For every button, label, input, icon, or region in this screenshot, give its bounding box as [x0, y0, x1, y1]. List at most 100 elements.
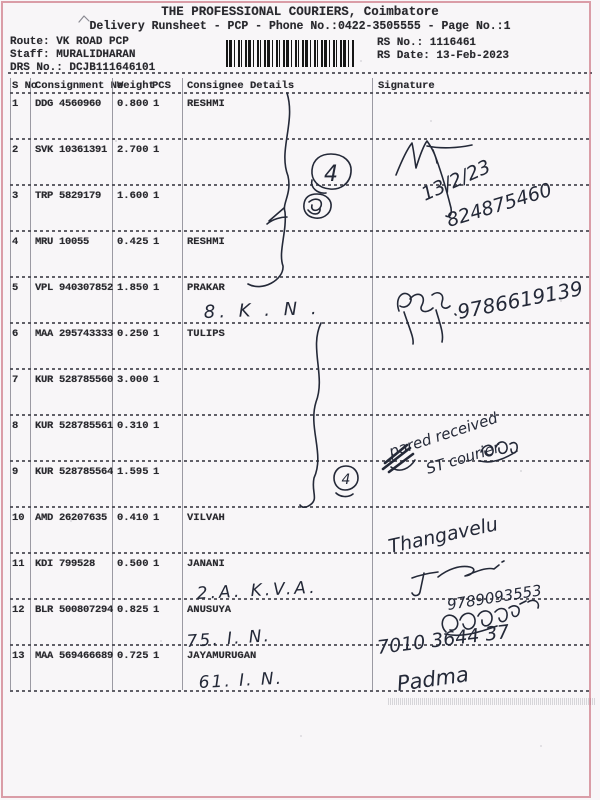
row-divider: [10, 552, 592, 554]
cell-consignment: MAA 569466689: [35, 650, 114, 662]
cell-sno: 4: [12, 236, 19, 248]
cell-weight: 1.595: [117, 466, 149, 478]
row-divider: [10, 598, 592, 600]
cell-pcs: 1: [153, 558, 160, 570]
cell-weight: 1.600: [117, 190, 149, 202]
route-label: Route: VK ROAD PCP: [10, 36, 129, 48]
cell-weight: 0.825: [117, 604, 149, 616]
table-row: 3 TRP 5829179 1.600 1: [0, 184, 600, 230]
cell-consignee: VILVAH: [187, 512, 225, 524]
column-line-signature: [372, 78, 373, 690]
cell-consignment: MAA 295743333: [35, 328, 114, 340]
cell-consignment: VPL 940307852: [35, 282, 114, 294]
header-separator-line: [8, 72, 592, 74]
cell-pcs: 1: [153, 98, 160, 110]
cell-sno: 1: [12, 98, 19, 110]
col-header-sno: S No: [12, 80, 38, 92]
cell-consignee: ANUSUYA: [187, 604, 232, 616]
cell-consignment: AMD 26207635: [35, 512, 108, 524]
row-divider: [10, 92, 592, 94]
cell-pcs: 1: [153, 236, 160, 248]
table-row: 2 SVK 10361391 2.700 1: [0, 138, 600, 184]
table-row: 9 KUR 528785564 1.595 1: [0, 460, 600, 506]
col-header-weight: Weight: [117, 80, 155, 92]
cell-sno: 10: [12, 512, 25, 524]
cell-pcs: 1: [153, 374, 160, 386]
cell-weight: 2.700: [117, 144, 149, 156]
row-divider: [10, 690, 592, 692]
rs-number: RS No.: 1116461: [377, 37, 477, 49]
cell-pcs: 1: [153, 328, 160, 340]
col-header-signature: Signature: [378, 80, 435, 92]
cell-weight: 0.800: [117, 98, 149, 110]
table-row: 10 AMD 26207635 0.410 1 VILVAH: [0, 506, 600, 552]
table-row: 11 KDI 799528 0.500 1 JANANI: [0, 552, 600, 598]
table-row: 6 MAA 295743333 0.250 1 TULIPS: [0, 322, 600, 368]
cell-consignment: KDI 799528: [35, 558, 96, 570]
cell-pcs: 1: [153, 190, 160, 202]
cell-consignee: JAYAMURUGAN: [187, 650, 257, 662]
cell-pcs: 1: [153, 650, 160, 662]
cell-sno: 6: [12, 328, 19, 340]
cell-consignment: TRP 5829179: [35, 190, 102, 202]
cell-sno: 13: [12, 650, 25, 662]
cell-consignee: PRAKAR: [187, 282, 225, 294]
cell-consignee: TULIPS: [187, 328, 225, 340]
cell-weight: 0.410: [117, 512, 149, 524]
cell-pcs: 1: [153, 282, 160, 294]
cell-weight: 1.850: [117, 282, 149, 294]
cell-weight: 0.725: [117, 650, 149, 662]
cell-pcs: 1: [153, 420, 160, 432]
row-divider: [10, 644, 592, 646]
cell-sno: 9: [12, 466, 19, 478]
column-line-sno: [30, 78, 31, 690]
cell-consignment: KUR 528785564: [35, 466, 114, 478]
table-left-border: [10, 78, 11, 690]
table-row: 5 VPL 940307852 1.850 1 PRAKAR: [0, 276, 600, 322]
cell-weight: 0.310: [117, 420, 149, 432]
cell-consignment: KUR 528785560: [35, 374, 114, 386]
page-title: THE PROFESSIONAL COURIERS, Coimbatore: [161, 5, 439, 19]
table-row: 7 KUR 528785560 3.000 1: [0, 368, 600, 414]
table-row: 1 DDG 4560960 0.800 1 RESHMI: [0, 92, 600, 138]
cell-pcs: 1: [153, 466, 160, 478]
staff-label: Staff: MURALIDHARAN: [10, 49, 136, 61]
col-header-pcs: PCS: [152, 80, 171, 92]
cell-pcs: 1: [153, 604, 160, 616]
column-line-consignee: [182, 78, 183, 690]
cell-consignment: DDG 4560960: [35, 98, 102, 110]
cell-sno: 11: [12, 558, 25, 570]
cell-sno: 8: [12, 420, 19, 432]
row-divider: [10, 138, 592, 140]
row-divider: [10, 230, 592, 232]
cell-sno: 5: [12, 282, 19, 294]
table-row: 12 BLR 500807294 0.825 1 ANUSUYA: [0, 598, 600, 644]
table-row: 13 MAA 569466689 0.725 1 JAYAMURUGAN: [0, 644, 600, 690]
cell-consignee: RESHMI: [187, 236, 225, 248]
barcode-icon: [226, 40, 354, 67]
cell-sno: 7: [12, 374, 19, 386]
cell-sno: 2: [12, 144, 19, 156]
cell-consignee: RESHMI: [187, 98, 225, 110]
cell-consignment: SVK 10361391: [35, 144, 108, 156]
cell-consignment: KUR 528785561: [35, 420, 114, 432]
scan-dither-band: [388, 698, 596, 705]
cell-weight: 0.425: [117, 236, 149, 248]
table-row: 8 KUR 528785561 0.310 1: [0, 414, 600, 460]
rs-date: RS Date: 13-Feb-2023: [377, 50, 510, 62]
cell-weight: 3.000: [117, 374, 149, 386]
cell-weight: 0.500: [117, 558, 149, 570]
col-header-consignee: Consignee Details: [187, 80, 295, 92]
cell-consignment: MRU 10055: [35, 236, 90, 248]
cell-sno: 3: [12, 190, 19, 202]
row-divider: [10, 276, 592, 278]
cell-consignee: JANANI: [187, 558, 225, 570]
cell-pcs: 1: [153, 512, 160, 524]
cell-sno: 12: [12, 604, 25, 616]
column-line-weight: [112, 78, 113, 690]
cell-weight: 0.250: [117, 328, 149, 340]
cell-consignment: BLR 500807294: [35, 604, 114, 616]
col-header-consignment: Consignment No: [35, 80, 124, 92]
table-row: 4 MRU 10055 0.425 1 RESHMI: [0, 230, 600, 276]
